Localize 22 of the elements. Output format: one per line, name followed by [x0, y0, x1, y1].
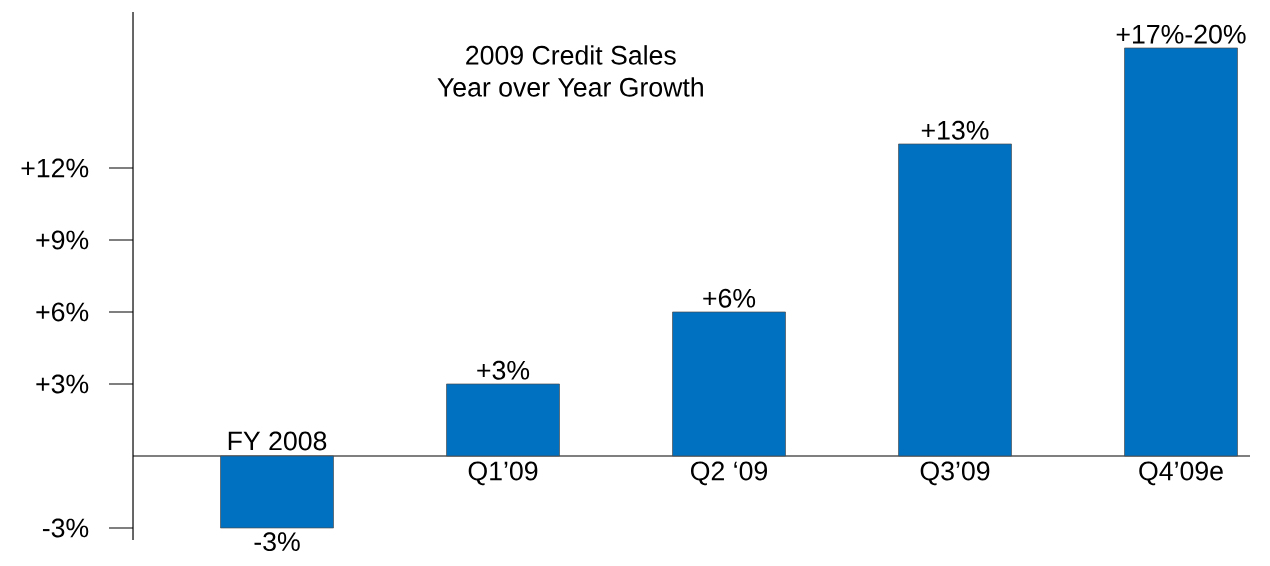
y-tick-label: +9%	[36, 230, 89, 250]
y-tick-label: +6%	[36, 302, 89, 322]
y-tick-label: +12%	[21, 158, 89, 178]
data-label: +6%	[703, 288, 756, 308]
x-tick-label: Q3’09	[920, 461, 990, 486]
data-label: +3%	[477, 360, 530, 380]
x-tick-label: Q1’09	[468, 461, 538, 486]
y-tick-label: -3%	[42, 518, 89, 538]
x-tick-label: Q2 ‘09	[690, 461, 767, 486]
bar	[446, 383, 560, 457]
bar	[220, 455, 334, 529]
data-label: +17%-20%	[1116, 24, 1246, 44]
data-label: +13%	[921, 120, 989, 140]
text: 2009 Credit Sales	[466, 45, 676, 65]
bar	[672, 311, 786, 457]
data-label: -3%	[254, 532, 300, 552]
x-tick-label: FY 2008	[228, 431, 327, 451]
bar	[1124, 47, 1238, 457]
bar	[898, 143, 1012, 457]
x-tick-label: Q4’09e	[1139, 461, 1223, 486]
text: Year over Year Growth	[437, 77, 703, 97]
y-tick-label: +3%	[36, 374, 89, 394]
